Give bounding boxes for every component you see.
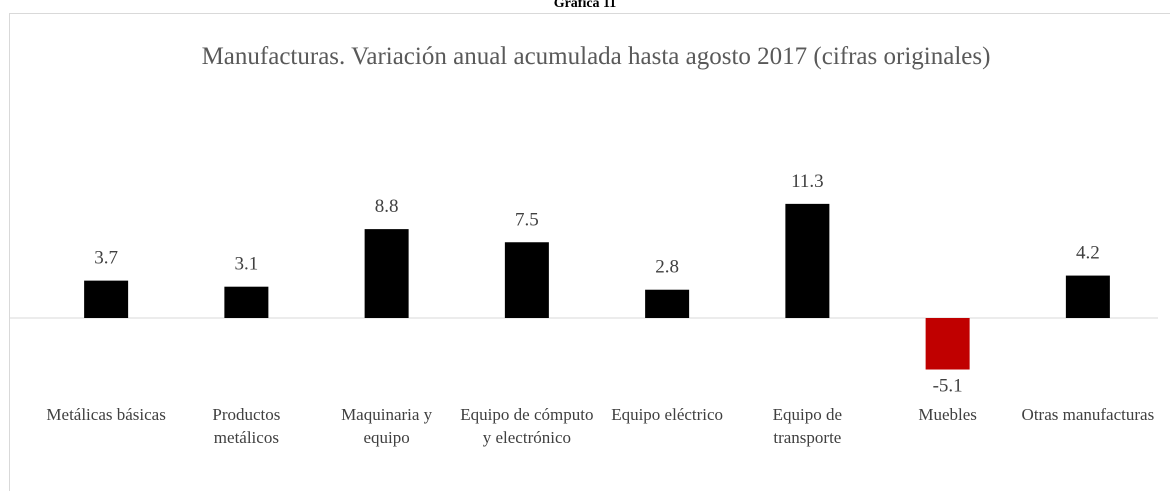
figure-header: Gráfica 11 bbox=[553, 0, 617, 11]
x-tick-label: Equipo de transporte bbox=[772, 405, 843, 447]
data-label: 2.8 bbox=[655, 257, 679, 278]
x-tick-label: Maquinaria y equipo bbox=[341, 405, 433, 447]
data-label: 4.2 bbox=[1076, 243, 1100, 264]
bar bbox=[1065, 275, 1110, 318]
bar bbox=[925, 318, 970, 370]
bar bbox=[364, 229, 409, 318]
chart-title: Manufacturas. Variación anual acumulada … bbox=[201, 43, 991, 70]
data-label: 3.7 bbox=[94, 248, 118, 269]
data-label: 7.5 bbox=[515, 209, 539, 230]
bar bbox=[504, 242, 549, 318]
x-tick-label: Muebles bbox=[918, 405, 977, 424]
data-label: -5.1 bbox=[933, 376, 963, 397]
x-tick-label: Metálicas básicas bbox=[46, 405, 166, 424]
data-label: 8.8 bbox=[375, 196, 399, 217]
x-tick-label: Equipo de cómputo y electrónico bbox=[460, 405, 594, 447]
x-tick-label: Productos metálicos bbox=[212, 405, 281, 447]
data-label: 3.1 bbox=[235, 254, 259, 275]
chart-frame bbox=[9, 13, 1170, 491]
bar bbox=[224, 286, 269, 318]
x-tick-label: Otras manufacturas bbox=[1021, 405, 1155, 424]
bar bbox=[785, 203, 830, 318]
x-tick-label: Equipo eléctrico bbox=[611, 405, 724, 424]
data-label: 11.3 bbox=[791, 171, 824, 192]
bar bbox=[645, 289, 690, 318]
bar bbox=[84, 280, 129, 318]
